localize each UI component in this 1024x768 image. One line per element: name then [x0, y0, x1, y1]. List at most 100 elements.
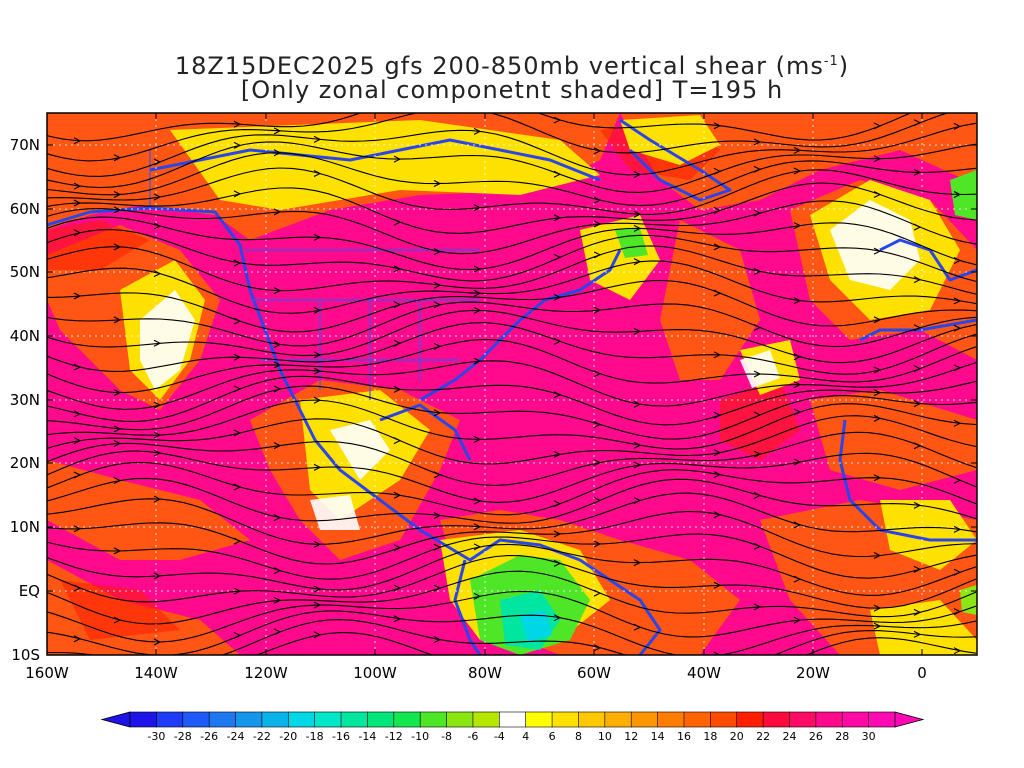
lat-labels: 70N 60N 50N 40N 30N 20N 10N EQ 10S — [10, 136, 40, 664]
streamline-arrow — [713, 411, 722, 419]
streamline-arrow — [473, 543, 482, 551]
streamline-arrow — [233, 587, 242, 595]
map-frame — [46, 112, 978, 656]
streamline-arrow — [793, 575, 802, 583]
streamline-arrow — [313, 135, 322, 143]
streamline-arrow — [953, 568, 962, 576]
lon-label-100w: 100W — [353, 664, 397, 682]
streamline — [47, 533, 977, 580]
streamline-arrow — [73, 635, 82, 643]
streamline-arrow — [73, 199, 82, 207]
colorbar-swatch — [156, 711, 184, 728]
streamline-arrow — [273, 208, 282, 216]
streamline-arrow — [153, 431, 162, 439]
streamline-arrow — [73, 137, 82, 145]
streamline-arrow — [273, 514, 282, 522]
streamline-arrow — [713, 651, 721, 655]
streamline-arrow — [153, 572, 162, 580]
streamline-arrow — [114, 656, 120, 662]
streamline-arrow — [393, 491, 402, 499]
streamline-arrow — [433, 180, 442, 188]
streamline-arrow — [153, 401, 162, 409]
streamline-arrow — [553, 116, 562, 124]
streamline-arrow — [473, 435, 482, 443]
streamline-arrow — [753, 324, 762, 332]
streamline — [255, 632, 977, 655]
streamline-arrow — [393, 615, 402, 623]
colorbar-swatch — [235, 711, 263, 728]
colorbar-swatch — [578, 711, 606, 728]
lat-label-70n: 70N — [10, 136, 40, 154]
streamline-arrow — [313, 367, 322, 375]
streamline-arrow — [873, 604, 882, 612]
streamline-arrow — [473, 523, 482, 531]
colorbar-label: -30 — [147, 730, 165, 743]
streamline-arrow — [913, 168, 922, 176]
gridlines — [47, 113, 977, 655]
streamline-arrow — [713, 351, 722, 359]
coastlines — [47, 118, 977, 655]
streamline-arrow — [433, 511, 442, 519]
streamline — [47, 610, 977, 655]
streamline-arrow — [113, 440, 122, 448]
streamline-arrow — [153, 270, 162, 278]
streamline — [47, 385, 977, 440]
streamline-arrow — [953, 525, 962, 533]
streamline-arrow — [434, 106, 440, 112]
colorbar-label: -6 — [467, 730, 478, 743]
lat-label-eq: EQ — [19, 582, 40, 600]
streamline-arrow — [913, 565, 922, 573]
streamline — [47, 338, 977, 394]
streamline-arrow — [73, 182, 82, 190]
streamline-arrow — [753, 411, 762, 419]
streamline — [47, 461, 977, 516]
colorbar-label: -14 — [358, 730, 376, 743]
lon-label-20w: 20W — [796, 664, 830, 682]
streamline-arrow — [393, 584, 402, 592]
streamline-arrow — [433, 636, 442, 644]
streamline-arrow — [273, 596, 282, 604]
streamline-arrow — [433, 281, 442, 289]
streamline-arrow — [953, 257, 962, 265]
streamline-arrow — [873, 155, 882, 163]
streamline-arrow — [273, 127, 282, 135]
colorbar-label: 14 — [651, 730, 665, 743]
streamline-arrow — [913, 324, 922, 332]
colorbar-swatch — [657, 711, 685, 728]
streamline-arrow — [233, 429, 242, 437]
colorbar-label: -12 — [385, 730, 403, 743]
streamline-arrow — [633, 258, 642, 266]
streamline-arrow — [153, 339, 162, 347]
streamline-arrow — [313, 601, 322, 609]
streamline-arrow — [633, 559, 642, 567]
title-line1-main: 18Z15DEC2025 gfs 200-850mb vertical shea… — [174, 52, 824, 80]
streamline — [47, 182, 977, 234]
streamline-arrow — [233, 141, 242, 149]
colorbar-label: -26 — [200, 730, 218, 743]
streamline-arrow — [273, 567, 282, 575]
streamline-arrow — [273, 442, 282, 450]
streamline-arrow — [393, 301, 402, 309]
streamline-arrow — [633, 496, 642, 504]
colorbar-swatch — [340, 711, 369, 728]
colorbar-swatch — [208, 711, 237, 728]
chart-title-line2: [Only zonal componetnt shaded] T=195 h — [240, 76, 784, 104]
colorbar-swatch — [736, 711, 764, 728]
streamline-arrow — [873, 474, 882, 482]
streamline-arrow — [113, 616, 122, 624]
lat-label-30n: 30N — [10, 391, 40, 409]
streamline-arrow — [433, 409, 442, 417]
streamline — [47, 167, 977, 215]
colorbar-swatch — [499, 711, 527, 728]
streamline-arrow — [953, 297, 962, 305]
lat-label-50n: 50N — [10, 263, 40, 281]
lat-label-10n: 10N — [10, 518, 40, 536]
streamline-arrow — [913, 442, 922, 450]
streamline-arrow — [113, 425, 122, 433]
streamline-arrow — [393, 339, 402, 347]
streamline-arrow — [473, 592, 482, 600]
streamline-arrow — [633, 327, 642, 335]
colorbar-label: 26 — [809, 730, 823, 743]
chart-title-line1: 18Z15DEC2025 gfs 200-850mb vertical shea… — [0, 48, 1024, 80]
